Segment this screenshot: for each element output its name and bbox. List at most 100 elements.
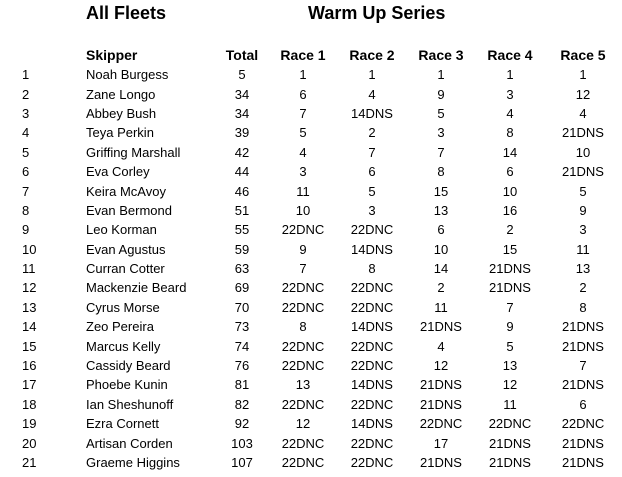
cell-position: 21	[22, 455, 37, 470]
cell-race-2: 14DNS	[351, 105, 393, 121]
cell-race-3: 7	[437, 144, 445, 160]
cell-race-1: 22DNC	[281, 435, 325, 451]
cell-skipper: Keira McAvoy	[86, 183, 166, 199]
cell-race-1: 3	[299, 164, 307, 180]
cell-skipper: Noah Burgess	[86, 67, 169, 83]
cell-race-2: 14DNS	[351, 377, 393, 393]
cell-race-2: 22DNC	[350, 299, 394, 315]
cell-skipper: Marcus Kelly	[86, 338, 161, 354]
cell-position: 9	[22, 222, 30, 238]
table-row: 2 Zane Longo 34 6 4 9 3 12	[0, 84, 622, 103]
cell-skipper: Curran Cotter	[86, 261, 165, 277]
col-header-race-2: Race 2	[349, 47, 395, 63]
cell-race-1: 22DNC	[281, 358, 325, 374]
cell-race-2: 22DNC	[350, 358, 394, 374]
cell-race-4: 16	[502, 202, 518, 218]
cell-total: 81	[234, 377, 250, 393]
cell-skipper: Evan Agustus	[86, 241, 166, 257]
cell-race-5: 21DNS	[562, 435, 604, 451]
cell-race-1: 11	[296, 183, 310, 199]
cell-race-5: 4	[579, 105, 587, 121]
table-row: 12 Mackenzie Beard 69 22DNC 22DNC 2 21DNS 2	[0, 278, 622, 297]
cell-race-2: 14DNS	[351, 416, 393, 432]
cell-race-3: 21DNS	[420, 377, 462, 393]
cell-race-4: 11	[503, 396, 517, 412]
cell-race-4: 4	[506, 105, 514, 121]
cell-race-5: 8	[579, 299, 587, 315]
cell-position: 17	[22, 377, 37, 393]
cell-position: 6	[22, 164, 30, 180]
table-row: 8 Evan Bermond 51 10 3 13 16 9	[0, 201, 622, 220]
cell-skipper: Teya Perkin	[86, 125, 154, 141]
cell-race-3: 22DNC	[419, 416, 463, 432]
cell-race-4: 6	[506, 164, 514, 180]
cell-position: 7	[22, 183, 30, 199]
cell-race-1: 22DNC	[281, 222, 325, 238]
fleet-title: All Fleets	[86, 3, 167, 23]
cell-race-4: 22DNC	[488, 416, 532, 432]
cell-race-1: 1	[299, 67, 307, 83]
cell-position: 11	[22, 261, 36, 277]
cell-race-4: 14	[502, 144, 518, 160]
cell-race-1: 7	[299, 105, 307, 121]
cell-total: 59	[234, 241, 250, 257]
cell-race-2: 2	[368, 125, 376, 141]
col-header-race-3: Race 3	[418, 47, 464, 63]
col-header-position	[0, 45, 86, 65]
cell-race-5: 1	[579, 67, 587, 83]
cell-race-3: 3	[437, 125, 445, 141]
cell-skipper: Zane Longo	[86, 86, 156, 102]
cell-race-3: 5	[437, 105, 445, 121]
cell-total: 73	[234, 319, 250, 335]
cell-race-1: 22DNC	[281, 338, 325, 354]
table-row: 15 Marcus Kelly 74 22DNC 22DNC 4 5 21DNS	[0, 336, 622, 355]
header-row: Skipper Total Race 1 Race 2 Race 3 Race …	[0, 45, 622, 65]
table-row: 20 Artisan Corden 103 22DNC 22DNC 17 21DNS 21DN…	[0, 433, 622, 452]
cell-race-5: 11	[576, 241, 590, 257]
cell-race-1: 6	[299, 86, 307, 102]
cell-race-5: 21DNS	[562, 164, 604, 180]
cell-skipper: Phoebe Kunin	[86, 377, 168, 393]
cell-position: 15	[22, 338, 37, 354]
cell-race-5: 10	[575, 144, 591, 160]
cell-position: 19	[22, 416, 37, 432]
table-row: 4 Teya Perkin 39 5 2 3 8 21DNS	[0, 123, 622, 142]
cell-race-4: 5	[506, 338, 514, 354]
col-header-skipper: Skipper	[86, 47, 138, 63]
cell-race-1: 4	[299, 144, 307, 160]
cell-skipper: Leo Korman	[86, 222, 157, 238]
cell-skipper: Eva Corley	[86, 164, 150, 180]
cell-skipper: Evan Bermond	[86, 202, 172, 218]
cell-position: 1	[22, 67, 30, 83]
cell-race-3: 11	[434, 299, 448, 315]
cell-race-3: 1	[437, 67, 445, 83]
cell-race-1: 12	[295, 416, 311, 432]
cell-total: 46	[234, 183, 250, 199]
cell-race-3: 21DNS	[420, 319, 462, 335]
table-row: 7 Keira McAvoy 46 11 5 15 10 5	[0, 181, 622, 200]
cell-total: 42	[234, 144, 250, 160]
cell-race-5: 21DNS	[562, 338, 604, 354]
col-header-race-1: Race 1	[280, 47, 326, 63]
cell-race-2: 22DNC	[350, 396, 394, 412]
results-table: Skipper Total Race 1 Race 2 Race 3 Race …	[0, 45, 622, 472]
cell-race-1: 5	[299, 125, 307, 141]
cell-position: 3	[22, 105, 30, 121]
cell-race-1: 13	[295, 377, 311, 393]
cell-race-3: 4	[437, 338, 445, 354]
table-row: 18 Ian Sheshunoff 82 22DNC 22DNC 21DNS 11 6	[0, 395, 622, 414]
cell-race-1: 22DNC	[281, 299, 325, 315]
cell-race-3: 10	[433, 241, 449, 257]
series-title: Warm Up Series	[308, 3, 446, 23]
cell-race-2: 1	[368, 67, 376, 83]
cell-race-5: 21DNS	[562, 125, 604, 141]
cell-race-5: 3	[579, 222, 587, 238]
cell-total: 34	[234, 86, 250, 102]
cell-race-4: 13	[502, 358, 518, 374]
cell-race-5: 21DNS	[562, 455, 604, 470]
cell-skipper: Zeo Pereira	[86, 319, 154, 335]
cell-skipper: Graeme Higgins	[86, 455, 180, 470]
cell-race-3: 12	[433, 358, 449, 374]
cell-race-4: 21DNS	[489, 261, 531, 277]
table-row: 16 Cassidy Beard 76 22DNC 22DNC 12 13 7	[0, 356, 622, 375]
